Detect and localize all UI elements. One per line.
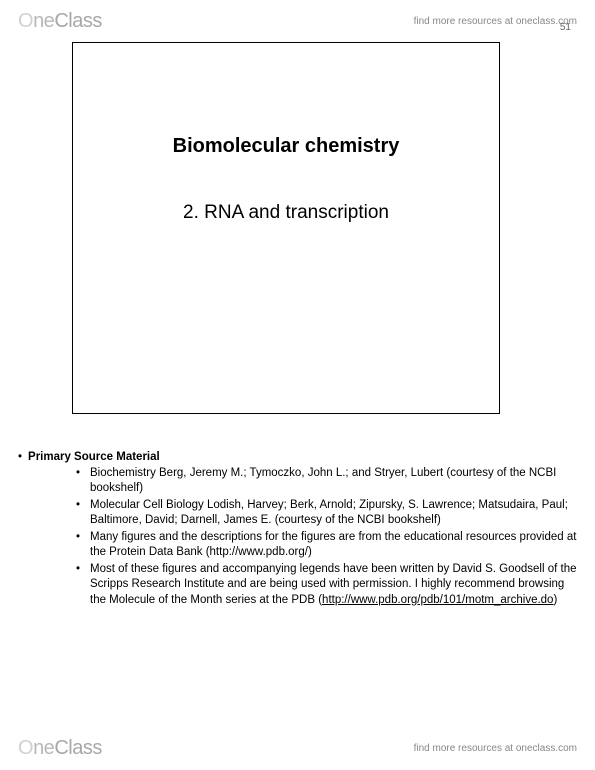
slide-title: Biomolecular chemistry	[73, 135, 499, 158]
item-text: Molecular Cell Biology Lodish, Harvey; B…	[90, 499, 568, 527]
item-close: )	[553, 594, 557, 606]
item-text: Biochemistry Berg, Jeremy M.; Tymoczko, …	[90, 467, 556, 495]
list-item: Biochemistry Berg, Jeremy M.; Tymoczko, …	[76, 466, 577, 497]
item-text: Many figures and the descriptions for th…	[90, 531, 576, 559]
list-item: Many figures and the descriptions for th…	[76, 530, 577, 561]
list-item: Molecular Cell Biology Lodish, Harvey; B…	[76, 498, 577, 529]
logo-ne: ne	[33, 737, 54, 759]
primary-source-heading: Primary Source Material	[28, 451, 160, 463]
logo-ne: ne	[33, 10, 54, 32]
content-area: •Primary Source Material Biochemistry Be…	[18, 450, 577, 609]
logo-o: O	[18, 10, 33, 32]
slide-box: Biomolecular chemistry 2. RNA and transc…	[72, 42, 500, 414]
slide-subtitle: 2. RNA and transcription	[73, 202, 499, 224]
logo-bottom: OneClass	[18, 737, 102, 760]
logo-top: OneClass	[18, 10, 102, 33]
primary-source-section: •Primary Source Material Biochemistry Be…	[18, 450, 577, 608]
logo-o: O	[18, 737, 33, 759]
list-item: Most of these figures and accompanying l…	[76, 562, 577, 609]
page-number: 51	[560, 22, 571, 33]
pdb-link[interactable]: http://www.pdb.org/pdb/101/motm_archive.…	[322, 594, 553, 606]
logo-class: Class	[54, 10, 102, 32]
logo-class: Class	[54, 737, 102, 759]
find-more-bottom: find more resources at oneclass.com	[414, 743, 577, 754]
find-more-top: find more resources at oneclass.com	[414, 16, 577, 27]
bullet-icon: •	[18, 451, 28, 463]
source-list: Biochemistry Berg, Jeremy M.; Tymoczko, …	[18, 466, 577, 609]
